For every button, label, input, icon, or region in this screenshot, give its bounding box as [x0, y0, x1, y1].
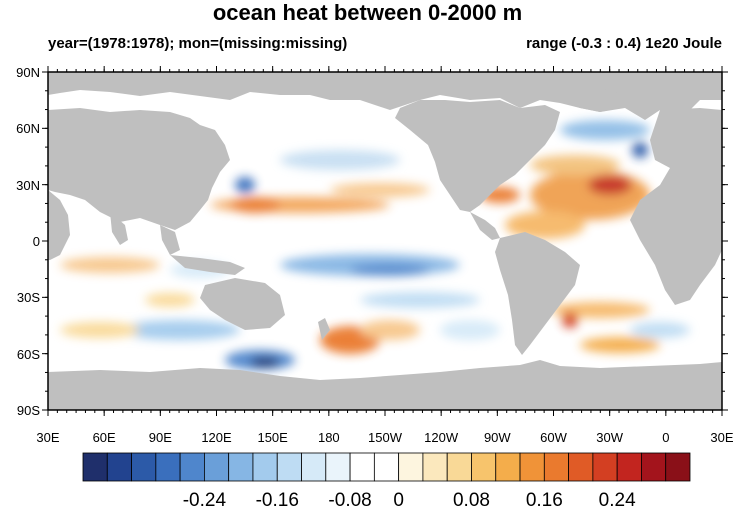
colorbar-swatch — [616, 452, 642, 482]
colorbar-swatch — [398, 452, 424, 482]
cold-anomaly — [120, 320, 240, 340]
warm-anomaly — [60, 322, 140, 338]
longitude-label: 90E — [148, 430, 172, 445]
map-plot-area — [48, 72, 722, 410]
south-america-land — [495, 232, 580, 355]
warm-anomaly — [230, 197, 280, 213]
colorbar-swatch — [495, 452, 521, 482]
warm-anomaly — [360, 320, 420, 340]
longitude-label: 180 — [317, 430, 340, 445]
colorbar-tick-label: 0.08 — [452, 490, 490, 511]
map-title: ocean heat between 0-2000 m — [212, 0, 523, 25]
europe-africa-land — [630, 108, 722, 305]
longitude-label: 90W — [483, 430, 511, 445]
colorbar-tick-label: 0 — [393, 490, 404, 511]
warm-anomaly — [588, 175, 632, 195]
longitude-label: 0 — [662, 430, 670, 445]
australia-land — [200, 278, 285, 330]
longitude-label: 30E — [710, 430, 734, 445]
warm-anomaly — [145, 293, 195, 307]
colorbar-tick-label: -0.08 — [328, 490, 372, 511]
india-land — [110, 212, 128, 245]
longitude-label: 120E — [201, 430, 232, 445]
antarctica-land — [48, 360, 722, 410]
cold-anomaly — [630, 322, 690, 338]
colorbar-swatch — [665, 452, 691, 482]
north-america-land — [395, 100, 560, 212]
colorbar-tick-label: -0.16 — [255, 490, 299, 511]
colorbar-swatch — [471, 452, 497, 482]
cold-anomaly — [280, 150, 400, 170]
colorbar-swatch — [82, 452, 108, 482]
warm-anomaly — [580, 337, 660, 353]
colorbar-swatch — [106, 452, 132, 482]
colorbar-swatch — [568, 452, 594, 482]
cold-anomaly — [250, 357, 280, 367]
longitude-label: 60E — [92, 430, 116, 445]
cold-anomaly — [632, 142, 648, 158]
colorbar-swatch — [641, 452, 667, 482]
warm-anomaly — [562, 312, 578, 328]
colorbar-swatch — [203, 452, 230, 482]
new-zealand-land — [318, 318, 330, 340]
greenland-land — [560, 88, 625, 112]
warm-anomaly — [330, 183, 430, 197]
arctic-land — [48, 72, 722, 120]
africa-west-land — [48, 190, 70, 260]
central-america-land — [470, 212, 500, 240]
land-masses — [48, 72, 722, 410]
cold-anomaly — [360, 292, 480, 308]
cold-anomaly — [560, 120, 650, 140]
colorbar-swatch — [131, 452, 157, 482]
latitude-label: 60S — [16, 346, 40, 362]
colorbar-swatch — [422, 452, 448, 482]
colorbar-swatch — [373, 452, 400, 482]
colorbar-swatch — [155, 452, 181, 482]
colorbar-swatch — [592, 452, 618, 482]
longitude-label: 60W — [540, 430, 567, 445]
warm-anomaly — [530, 155, 620, 175]
colorbar-swatch — [252, 452, 278, 482]
longitude-label: 30E — [36, 430, 60, 445]
warm-anomaly — [60, 257, 160, 273]
latitude-label: 90S — [16, 403, 40, 418]
time-range-subtitle: year=(1978:1978); mon=(missing:missing) — [48, 35, 348, 52]
latitude-label: 30N — [16, 177, 40, 193]
colorbar-swatch — [228, 452, 254, 482]
cold-anomaly — [350, 264, 430, 276]
colorbar-swatch — [446, 452, 472, 482]
cold-anomaly — [440, 320, 500, 340]
longitude-label: 120W — [424, 430, 459, 445]
colorbar-swatch — [349, 452, 375, 482]
eurasia-land — [48, 108, 230, 230]
colorbar-tick-label: 0.24 — [598, 490, 636, 511]
indochina-land — [160, 225, 180, 255]
colorbar — [82, 452, 691, 482]
value-range-subtitle: range (-0.3 : 0.4) 1e20 Joule — [526, 35, 722, 52]
colorbar-swatch — [519, 452, 545, 482]
longitude-label: 150E — [257, 430, 288, 445]
colorbar-swatch — [179, 452, 205, 482]
axis-ticks — [42, 66, 728, 416]
colorbar-swatch — [301, 452, 327, 482]
indonesia-land — [170, 255, 245, 275]
latitude-label: 0 — [32, 234, 40, 249]
colorbar-tick-label: 0.16 — [525, 490, 563, 511]
longitude-label: 30W — [596, 430, 624, 445]
colorbar-tick-label: -0.24 — [182, 490, 227, 511]
latitude-label: 60N — [16, 121, 40, 137]
colorbar-swatch — [543, 452, 570, 482]
cold-anomaly — [235, 177, 255, 193]
longitude-label: 150W — [368, 430, 402, 445]
colorbar-swatch — [325, 452, 351, 482]
colorbar-swatch — [276, 452, 302, 482]
latitude-label: 30S — [16, 290, 40, 306]
latitude-label: 90N — [16, 65, 40, 80]
